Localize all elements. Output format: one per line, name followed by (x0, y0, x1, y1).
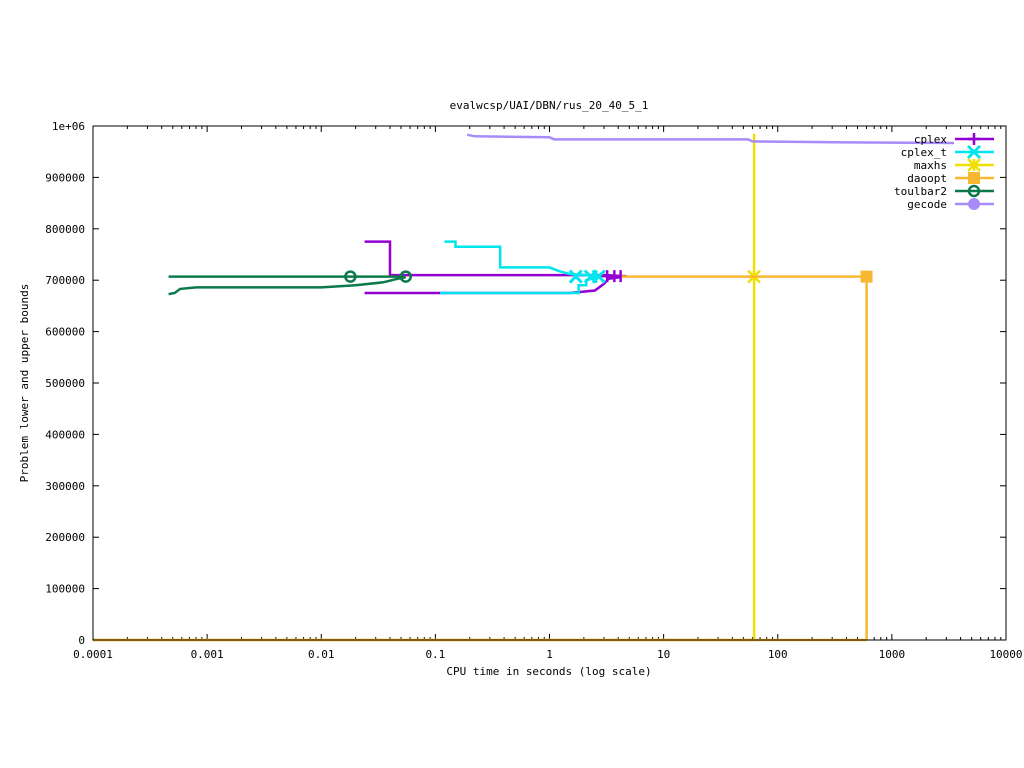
series-maxhs (93, 133, 761, 642)
y-tick-label: 100000 (45, 583, 85, 596)
series-point-toulbar2 (399, 270, 412, 283)
y-axis-label: Problem lower and upper bounds (18, 284, 31, 483)
x-tick-label: 1 (546, 648, 553, 661)
plot-frame (92, 125, 1007, 641)
y-tick-label: 700000 (45, 274, 85, 287)
chart-title: evalwcsp/UAI/DBN/rus_20_40_5_1 (450, 99, 649, 112)
y-tick-label: 500000 (45, 377, 85, 390)
y-tick-label: 1e+06 (52, 120, 85, 133)
series-layer (93, 133, 955, 642)
legend-marker-daoopt (968, 172, 980, 184)
series-line-toulbar2 (168, 275, 406, 296)
series-line-maxhs (93, 133, 756, 642)
y-tick-label: 800000 (45, 223, 85, 236)
y-tick-label: 900000 (45, 171, 85, 184)
x-tick-label: 1000 (879, 648, 906, 661)
x-axis-label: CPU time in seconds (log scale) (446, 665, 651, 678)
series-line-gecode (466, 133, 955, 145)
series-point-cplex_t (568, 269, 583, 284)
legend-label: cplex (914, 133, 947, 146)
legend-marker-maxhs (967, 158, 981, 172)
y-tick-label: 600000 (45, 326, 85, 339)
legend-label: cplex_t (901, 146, 947, 159)
y-tick-label: 0 (78, 634, 85, 647)
x-tick-label: 0.0001 (73, 648, 113, 661)
legend-marker-cplex (968, 133, 980, 145)
y-tick-label: 200000 (45, 531, 85, 544)
y-tick-label: 300000 (45, 480, 85, 493)
legend-label: toulbar2 (894, 185, 947, 198)
axis-ticks: 0.0001 0.001 0.01 0.1 1 10 100 1000 100000100000… (45, 120, 1022, 661)
legend-marker-toulbar2 (967, 184, 981, 198)
x-tick-label: 0.01 (308, 648, 335, 661)
legend-marker-gecode (968, 198, 980, 210)
series-cplex_t (440, 240, 606, 295)
series-line-daoopt (621, 275, 868, 640)
legend-label: maxhs (914, 159, 947, 172)
series-line-cplex_t (444, 240, 599, 278)
legend-marker-cplex_t (966, 144, 982, 160)
x-tick-label: 0.1 (425, 648, 445, 661)
series-point-toulbar2 (344, 270, 357, 283)
x-tick-label: 100 (768, 648, 788, 661)
series-gecode (466, 133, 955, 145)
x-tick-label: 10000 (989, 648, 1022, 661)
series-point-daoopt (860, 270, 873, 283)
x-tick-label: 10 (657, 648, 670, 661)
legend-label: gecode (907, 198, 947, 211)
legend-label: daoopt (907, 172, 947, 185)
series-daoopt (93, 270, 873, 642)
y-tick-label: 400000 (45, 428, 85, 441)
series-point-cplex_t (591, 269, 606, 284)
x-tick-label: 0.001 (191, 648, 224, 661)
series-toulbar2 (168, 270, 412, 296)
